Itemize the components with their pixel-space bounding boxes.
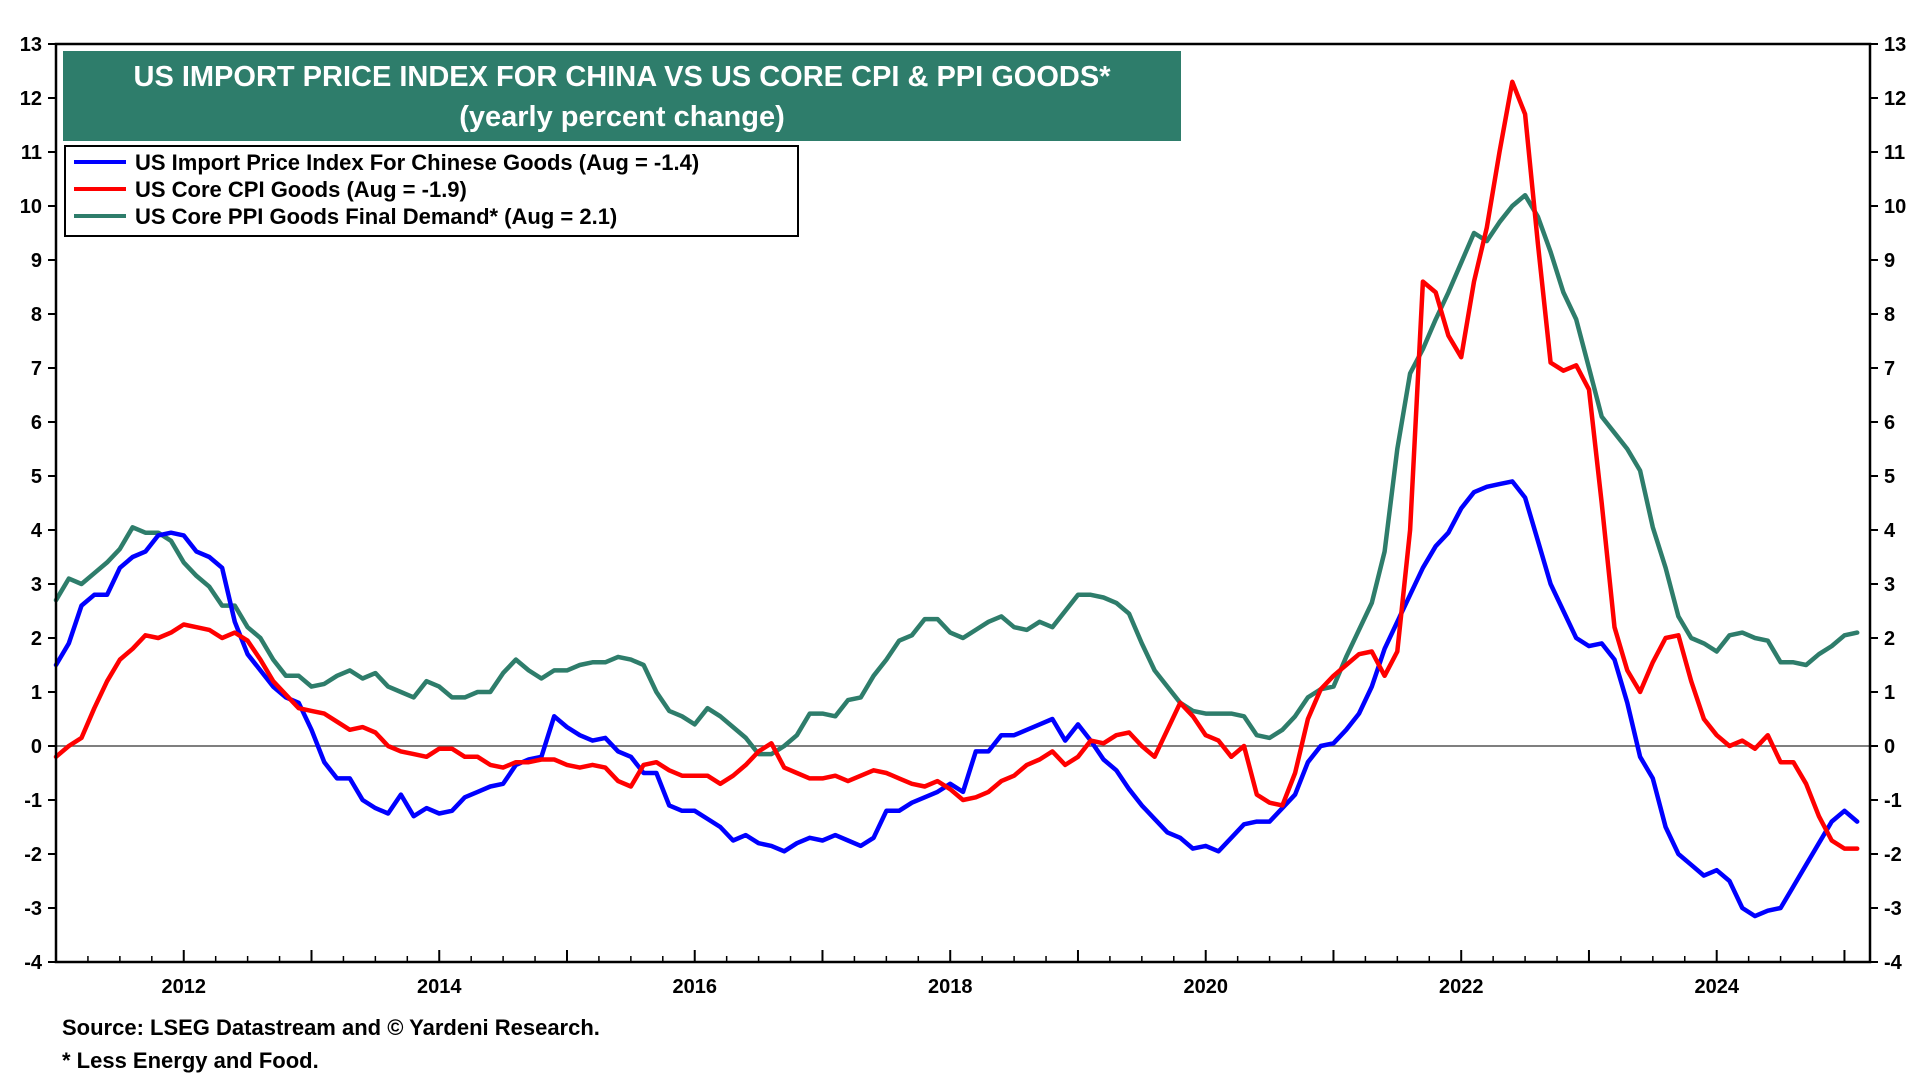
- legend: US Import Price Index For Chinese Goods …: [64, 145, 799, 237]
- y-tick-label-left: 13: [20, 34, 42, 56]
- chart-subtitle: (yearly percent change): [459, 101, 785, 133]
- y-tick-label-right: 13: [1884, 34, 1906, 56]
- y-tick-label-right: 1: [1884, 682, 1895, 704]
- legend-box: [64, 145, 799, 237]
- y-tick-label-right: 0: [1884, 736, 1895, 758]
- y-tick-label-right: 10: [1884, 196, 1906, 218]
- y-tick-label-left: 5: [31, 466, 42, 488]
- y-tick-label-left: 7: [31, 358, 42, 380]
- y-tick-label-right: -1: [1884, 790, 1902, 812]
- y-tick-label-left: 12: [20, 88, 42, 110]
- y-tick-label-right: -2: [1884, 844, 1902, 866]
- y-tick-label-left: 11: [21, 142, 42, 164]
- y-tick-label-left: -1: [24, 790, 42, 812]
- y-tick-label-right: 5: [1884, 466, 1895, 488]
- y-tick-label-left: 6: [31, 412, 42, 434]
- y-tick-label-left: 9: [31, 250, 42, 272]
- y-tick-label-left: 10: [20, 196, 42, 218]
- y-tick-label-left: 8: [31, 304, 42, 326]
- x-tick-label: 2012: [161, 976, 206, 998]
- y-tick-label-right: 2: [1884, 628, 1895, 650]
- y-tick-label-left: -2: [24, 844, 42, 866]
- x-tick-label: 2016: [672, 976, 717, 998]
- y-tick-label-right: 11: [1884, 142, 1905, 164]
- y-tick-label-right: 8: [1884, 304, 1895, 326]
- y-tick-label-left: 4: [31, 520, 43, 542]
- y-tick-label-right: -4: [1884, 952, 1903, 974]
- legend-label-import: US Import Price Index For Chinese Goods …: [135, 150, 699, 175]
- y-tick-label-right: 9: [1884, 250, 1895, 272]
- series-line-core-ppi-goods: [53, 192, 1860, 757]
- chart-title: US IMPORT PRICE INDEX FOR CHINA VS US CO…: [134, 61, 1112, 93]
- y-tick-label-left: -4: [24, 952, 43, 974]
- y-tick-label-right: 4: [1884, 520, 1896, 542]
- legend-label-ppi: US Core PPI Goods Final Demand* (Aug = 2…: [135, 204, 617, 229]
- legend-label-cpi: US Core CPI Goods (Aug = -1.9): [135, 177, 467, 202]
- x-tick-label: 2020: [1183, 976, 1228, 998]
- y-tick-label-left: 1: [31, 682, 42, 704]
- series-line-import-price: [53, 479, 1860, 919]
- x-tick-label: 2022: [1439, 976, 1484, 998]
- x-tick-label: 2024: [1694, 976, 1739, 998]
- plot-frame: [54, 42, 1872, 964]
- y-tick-label-right: 7: [1884, 358, 1895, 380]
- title-background: [63, 51, 1181, 141]
- y-tick-label-right: -3: [1884, 898, 1902, 920]
- series-line-core-cpi-goods: [53, 79, 1860, 851]
- x-tick-label: 2018: [928, 976, 973, 998]
- y-tick-label-left: 2: [31, 628, 42, 650]
- y-tick-label-left: -3: [24, 898, 42, 920]
- source-note: Source: LSEG Datastream and © Yardeni Re…: [62, 1015, 600, 1040]
- x-axis: 2012 2014 2016 2018 2020 2022 2024: [55, 950, 1846, 998]
- title-box: US IMPORT PRICE INDEX FOR CHINA VS US CO…: [63, 51, 1181, 141]
- x-tick-label: 2014: [417, 976, 462, 998]
- y-tick-label-left: 3: [31, 574, 42, 596]
- footnote: * Less Energy and Food.: [62, 1048, 319, 1073]
- y-tick-label-left: 0: [31, 736, 42, 758]
- y-tick-label-right: 3: [1884, 574, 1895, 596]
- series-lines: [53, 79, 1870, 919]
- y-tick-label-right: 12: [1884, 88, 1906, 110]
- y-tick-label-right: 6: [1884, 412, 1895, 434]
